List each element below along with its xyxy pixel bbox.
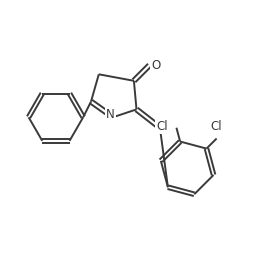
Text: Cl: Cl: [211, 120, 222, 133]
Text: Cl: Cl: [156, 120, 168, 133]
Text: O: O: [151, 59, 161, 72]
Text: N: N: [106, 108, 115, 121]
